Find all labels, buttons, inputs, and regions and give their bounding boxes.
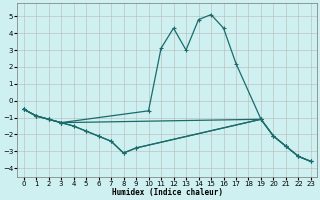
X-axis label: Humidex (Indice chaleur): Humidex (Indice chaleur) [112, 188, 223, 197]
